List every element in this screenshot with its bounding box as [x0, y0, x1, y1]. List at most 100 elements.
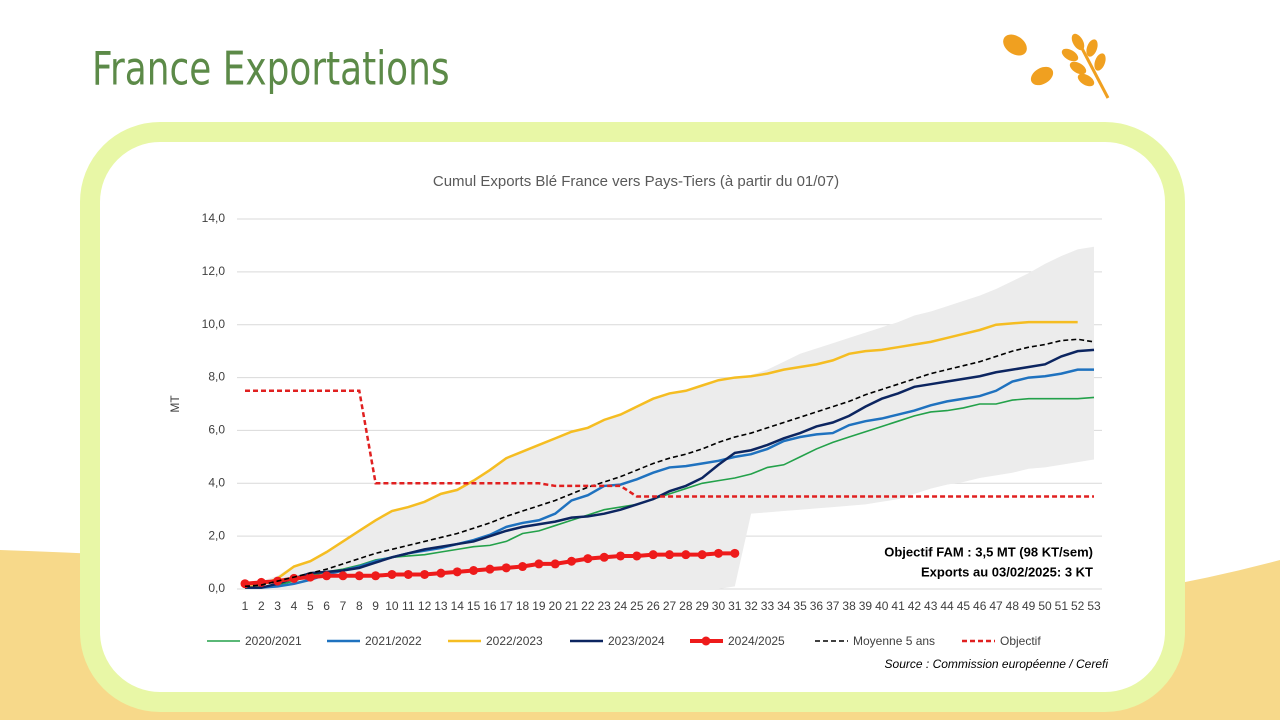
legend-item: 2022/2023 [448, 634, 543, 648]
range-band [245, 246, 1094, 589]
x-tick-label: 27 [663, 599, 677, 613]
slide-title: France Exportations [92, 42, 450, 96]
x-tick-label: 6 [323, 599, 330, 613]
x-tick-label: 20 [549, 599, 563, 613]
legend-label: 2023/2024 [608, 634, 665, 648]
x-tick-label: 31 [728, 599, 742, 613]
x-tick-label: 25 [630, 599, 644, 613]
x-tick-label: 14 [451, 599, 465, 613]
x-tick-label: 26 [646, 599, 660, 613]
legend-label: 2020/2021 [245, 634, 302, 648]
point [387, 569, 397, 579]
legend-item: Moyenne 5 ans [815, 634, 935, 648]
x-tick-label: 28 [679, 599, 693, 613]
annotation: Exports au 03/02/2025: 3 KT [921, 564, 1093, 579]
annotation: Objectif FAM : 3,5 MT (98 KT/sem) [884, 544, 1093, 559]
x-tick-label: 44 [940, 599, 954, 613]
point [681, 550, 691, 560]
x-tick-label: 19 [532, 599, 546, 613]
x-tick-label: 48 [1006, 599, 1020, 613]
x-tick-label: 35 [793, 599, 807, 613]
x-tick-label: 5 [307, 599, 314, 613]
x-tick-label: 3 [274, 599, 281, 613]
y-tick-label: 6,0 [208, 423, 225, 437]
series-line [245, 389, 1094, 498]
legend-item: 2020/2021 [207, 634, 302, 648]
x-tick-label: 30 [712, 599, 726, 613]
y-axis-label: MT [168, 395, 182, 413]
point [420, 569, 430, 579]
point [583, 554, 593, 564]
x-tick-label: 37 [826, 599, 840, 613]
y-tick-label: 8,0 [208, 370, 225, 384]
x-tick-label: 39 [859, 599, 873, 613]
legend-label: Moyenne 5 ans [853, 634, 935, 648]
x-tick-label: 1 [242, 599, 249, 613]
x-tick-label: 16 [483, 599, 497, 613]
point [371, 571, 381, 581]
y-tick-label: 2,0 [208, 528, 225, 542]
legend-label: Objectif [1000, 634, 1041, 648]
x-tick-label: 17 [500, 599, 514, 613]
point [322, 571, 332, 581]
x-tick-label: 53 [1087, 599, 1101, 613]
x-tick-label: 34 [777, 599, 791, 613]
x-tick-label: 36 [810, 599, 824, 613]
x-tick-label: 50 [1038, 599, 1052, 613]
point [354, 571, 364, 581]
series-line [244, 320, 1078, 589]
x-tick-label: 23 [598, 599, 612, 613]
legend-marker [701, 636, 711, 646]
point [403, 569, 413, 579]
x-tick-label: 15 [467, 599, 481, 613]
legend-label: 2022/2023 [486, 634, 543, 648]
point [518, 562, 528, 572]
x-tick-label: 8 [356, 599, 363, 613]
x-tick-label: 10 [385, 599, 399, 613]
x-tick-label: 38 [842, 599, 856, 613]
chart-title: Cumul Exports Blé France vers Pays-Tiers… [433, 173, 839, 190]
x-tick-label: 18 [516, 599, 530, 613]
x-tick-label: 49 [1022, 599, 1036, 613]
point [713, 548, 723, 558]
x-tick-label: 47 [989, 599, 1003, 613]
point [697, 550, 707, 560]
y-tick-label: 10,0 [202, 317, 226, 331]
x-tick-label: 33 [761, 599, 775, 613]
point [599, 552, 609, 562]
point [632, 551, 642, 561]
y-tick-label: 14,0 [202, 211, 226, 225]
point [305, 572, 315, 582]
legend-item: 2024/2025 [690, 634, 785, 648]
x-tick-label: 12 [418, 599, 432, 613]
x-tick-label: 24 [614, 599, 628, 613]
point [730, 548, 740, 558]
x-tick-label: 43 [924, 599, 938, 613]
series-line [244, 338, 1095, 588]
point [436, 568, 446, 578]
x-tick-label: 42 [908, 599, 922, 613]
series-line [245, 348, 1095, 589]
y-tick-label: 4,0 [208, 475, 225, 489]
x-tick-label: 9 [372, 599, 379, 613]
x-tick-label: 52 [1071, 599, 1085, 613]
point [550, 559, 560, 569]
point [469, 566, 479, 575]
legend-label: 2021/2022 [365, 634, 422, 648]
legend-label: 2024/2025 [728, 634, 785, 648]
x-tick-label: 21 [565, 599, 579, 613]
point [665, 550, 674, 560]
point [338, 571, 348, 581]
point [289, 573, 299, 583]
legend-item: 2021/2022 [327, 634, 422, 648]
x-tick-label: 4 [291, 599, 298, 613]
x-tick-label: 40 [875, 599, 889, 613]
x-tick-label: 7 [340, 599, 347, 613]
point [534, 559, 544, 569]
y-tick-label: 12,0 [202, 264, 226, 278]
point [616, 551, 626, 561]
source: Source : Commission européenne / Cerefi [885, 657, 1109, 671]
point [648, 550, 658, 560]
